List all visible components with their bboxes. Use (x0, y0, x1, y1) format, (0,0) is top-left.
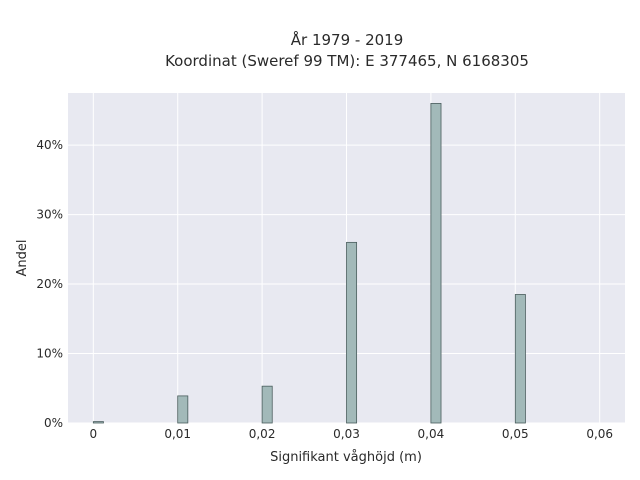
x-tick-label: 0,05 (502, 427, 529, 441)
x-tick-label: 0 (89, 427, 97, 441)
bars (92, 103, 526, 424)
x-tick-label: 0,01 (164, 427, 191, 441)
y-tick-label: 40% (36, 138, 63, 152)
y-tick-label: 10% (36, 347, 63, 361)
y-tick-label: 0% (44, 416, 63, 430)
x-tick-label: 0,04 (418, 427, 445, 441)
bar (346, 241, 358, 424)
bar (261, 385, 273, 424)
x-tick-labels: 0 0,01 0,02 0,03 0,04 0,05 0,06 (89, 427, 613, 441)
bar (177, 395, 189, 424)
bar (92, 421, 104, 424)
chart-title-line2: Koordinat (Sweref 99 TM): E 377465, N 61… (165, 52, 529, 70)
x-tick-label: 0,02 (249, 427, 276, 441)
chart-title-line1: År 1979 - 2019 (291, 30, 404, 49)
bar (430, 103, 442, 424)
x-tick-label: 0,03 (333, 427, 360, 441)
y-tick-labels: 0% 10% 20% 30% 40% (36, 138, 63, 430)
x-axis-label: Signifikant våghöjd (m) (270, 450, 422, 465)
y-axis-label: Andel (15, 240, 30, 277)
y-tick-label: 30% (36, 208, 63, 222)
x-tick-label: 0,06 (586, 427, 613, 441)
bar (514, 294, 526, 424)
y-tick-label: 20% (36, 277, 63, 291)
